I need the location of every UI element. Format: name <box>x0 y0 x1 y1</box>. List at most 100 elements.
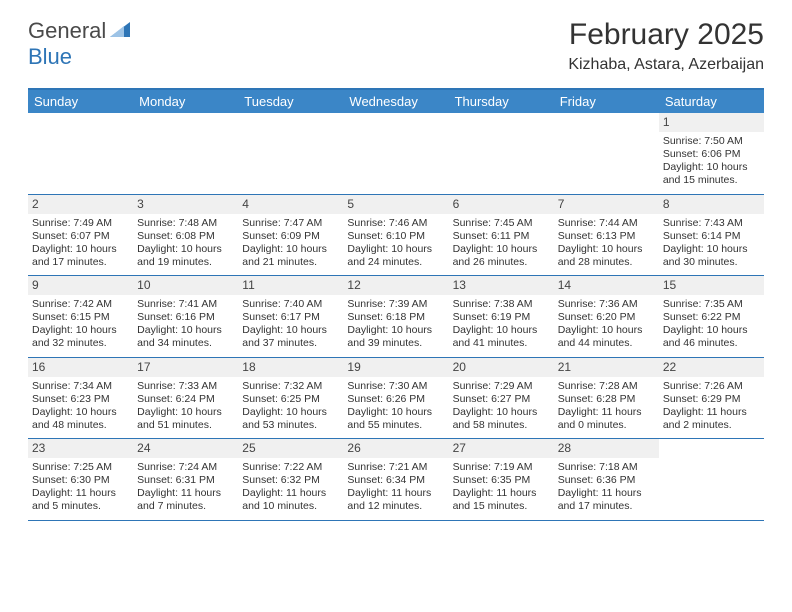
daylight-text: and 17 minutes. <box>558 500 655 513</box>
daylight-text: and 41 minutes. <box>453 337 550 350</box>
daylight-text: and 48 minutes. <box>32 419 129 432</box>
day-cell: 8Sunrise: 7:43 AMSunset: 6:14 PMDaylight… <box>659 195 764 276</box>
sunset-text: Sunset: 6:27 PM <box>453 393 550 406</box>
daylight-text: Daylight: 11 hours <box>558 487 655 500</box>
day-cell: 11Sunrise: 7:40 AMSunset: 6:17 PMDayligh… <box>238 276 343 357</box>
day-cell: 3Sunrise: 7:48 AMSunset: 6:08 PMDaylight… <box>133 195 238 276</box>
day-cell: 24Sunrise: 7:24 AMSunset: 6:31 PMDayligh… <box>133 439 238 520</box>
daylight-text: Daylight: 10 hours <box>347 406 444 419</box>
day-number: 9 <box>28 276 133 295</box>
daylight-text: and 24 minutes. <box>347 256 444 269</box>
day-number: 23 <box>28 439 133 458</box>
sunrise-text: Sunrise: 7:24 AM <box>137 461 234 474</box>
sunset-text: Sunset: 6:14 PM <box>663 230 760 243</box>
day-number: 28 <box>554 439 659 458</box>
daylight-text: Daylight: 10 hours <box>453 406 550 419</box>
day-number: 27 <box>449 439 554 458</box>
sunrise-text: Sunrise: 7:36 AM <box>558 298 655 311</box>
daylight-text: Daylight: 10 hours <box>453 324 550 337</box>
daylight-text: Daylight: 10 hours <box>453 243 550 256</box>
day-number: 25 <box>238 439 343 458</box>
sunset-text: Sunset: 6:26 PM <box>347 393 444 406</box>
day-number: 1 <box>659 113 764 132</box>
daylight-text: and 28 minutes. <box>558 256 655 269</box>
daylight-text: Daylight: 10 hours <box>242 324 339 337</box>
location: Kizhaba, Astara, Azerbaijan <box>568 56 764 74</box>
day-number: 11 <box>238 276 343 295</box>
day-cell: 14 Sunrise: 7:36 AMSunset: 6:20 PMDayligh… <box>554 276 659 357</box>
daylight-text: Daylight: 10 hours <box>137 324 234 337</box>
empty-cell <box>449 113 554 194</box>
daylight-text: Daylight: 10 hours <box>558 324 655 337</box>
day-cell: 12Sunrise: 7:39 AMSunset: 6:18 PMDayligh… <box>343 276 448 357</box>
week-row: 23Sunrise: 7:25 AMSunset: 6:30 PMDayligh… <box>28 439 764 521</box>
daylight-text: and 30 minutes. <box>663 256 760 269</box>
sunset-text: Sunset: 6:22 PM <box>663 311 760 324</box>
sunset-text: Sunset: 6:09 PM <box>242 230 339 243</box>
daylight-text: Daylight: 10 hours <box>32 324 129 337</box>
empty-cell <box>238 113 343 194</box>
daylight-text: and 55 minutes. <box>347 419 444 432</box>
sunset-text: Sunset: 6:25 PM <box>242 393 339 406</box>
day-number: 17 <box>133 358 238 377</box>
day-number: 24 <box>133 439 238 458</box>
daylight-text: Daylight: 11 hours <box>137 487 234 500</box>
daylight-text: Daylight: 11 hours <box>347 487 444 500</box>
sunrise-text: Sunrise: 7:47 AM <box>242 217 339 230</box>
day-cell: 22Sunrise: 7:26 AMSunset: 6:29 PMDayligh… <box>659 358 764 439</box>
sunset-text: Sunset: 6:07 PM <box>32 230 129 243</box>
empty-cell <box>133 113 238 194</box>
day-header-friday: Friday <box>554 90 659 113</box>
sunset-text: Sunset: 6:06 PM <box>663 148 760 161</box>
sunrise-text: Sunrise: 7:28 AM <box>558 380 655 393</box>
daylight-text: Daylight: 10 hours <box>558 243 655 256</box>
day-number: 21 <box>554 358 659 377</box>
day-cell: 23Sunrise: 7:25 AMSunset: 6:30 PMDayligh… <box>28 439 133 520</box>
sunset-text: Sunset: 6:18 PM <box>347 311 444 324</box>
day-number: 5 <box>343 195 448 214</box>
daylight-text: Daylight: 10 hours <box>663 161 760 174</box>
day-number: 4 <box>238 195 343 214</box>
sunrise-text: Sunrise: 7:48 AM <box>137 217 234 230</box>
sunrise-text: Sunrise: 7:50 AM <box>663 135 760 148</box>
day-number: 13 <box>449 276 554 295</box>
sunset-text: Sunset: 6:20 PM <box>558 311 655 324</box>
empty-cell <box>28 113 133 194</box>
sunset-text: Sunset: 6:17 PM <box>242 311 339 324</box>
day-number: 3 <box>133 195 238 214</box>
day-cell: 27Sunrise: 7:19 AMSunset: 6:35 PMDayligh… <box>449 439 554 520</box>
logo-row2: Blue <box>28 44 72 70</box>
sunrise-text: Sunrise: 7:19 AM <box>453 461 550 474</box>
sunrise-text: Sunrise: 7:39 AM <box>347 298 444 311</box>
logo-text-1: General <box>28 18 106 44</box>
day-number: 14 <box>554 276 659 295</box>
day-number: 15 <box>659 276 764 295</box>
week-row: 9Sunrise: 7:42 AMSunset: 6:15 PMDaylight… <box>28 276 764 358</box>
daylight-text: Daylight: 10 hours <box>32 243 129 256</box>
daylight-text: Daylight: 10 hours <box>663 324 760 337</box>
daylight-text: and 58 minutes. <box>453 419 550 432</box>
day-cell: 5Sunrise: 7:46 AMSunset: 6:10 PMDaylight… <box>343 195 448 276</box>
day-number: 12 <box>343 276 448 295</box>
day-cell: 19Sunrise: 7:30 AMSunset: 6:26 PMDayligh… <box>343 358 448 439</box>
sunrise-text: Sunrise: 7:25 AM <box>32 461 129 474</box>
sunrise-text: Sunrise: 7:38 AM <box>453 298 550 311</box>
sunrise-text: Sunrise: 7:46 AM <box>347 217 444 230</box>
daylight-text: and 44 minutes. <box>558 337 655 350</box>
daylight-text: Daylight: 11 hours <box>453 487 550 500</box>
day-number: 26 <box>343 439 448 458</box>
day-header-sunday: Sunday <box>28 90 133 113</box>
day-cell: 1 Sunrise: 7:50 AMSunset: 6:06 PMDaylight… <box>659 113 764 194</box>
sunrise-text: Sunrise: 7:21 AM <box>347 461 444 474</box>
day-cell: 4Sunrise: 7:47 AMSunset: 6:09 PMDaylight… <box>238 195 343 276</box>
logo: General <box>28 18 134 44</box>
daylight-text: Daylight: 10 hours <box>663 243 760 256</box>
day-cell: 26Sunrise: 7:21 AMSunset: 6:34 PMDayligh… <box>343 439 448 520</box>
day-header-wednesday: Wednesday <box>343 90 448 113</box>
daylight-text: and 0 minutes. <box>558 419 655 432</box>
sunset-text: Sunset: 6:29 PM <box>663 393 760 406</box>
daylight-text: Daylight: 10 hours <box>137 406 234 419</box>
day-cell: 16Sunrise: 7:34 AMSunset: 6:23 PMDayligh… <box>28 358 133 439</box>
day-number: 2 <box>28 195 133 214</box>
sunset-text: Sunset: 6:24 PM <box>137 393 234 406</box>
